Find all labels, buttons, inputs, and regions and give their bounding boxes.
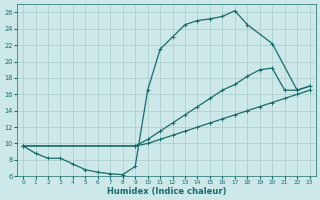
X-axis label: Humidex (Indice chaleur): Humidex (Indice chaleur) bbox=[107, 187, 226, 196]
